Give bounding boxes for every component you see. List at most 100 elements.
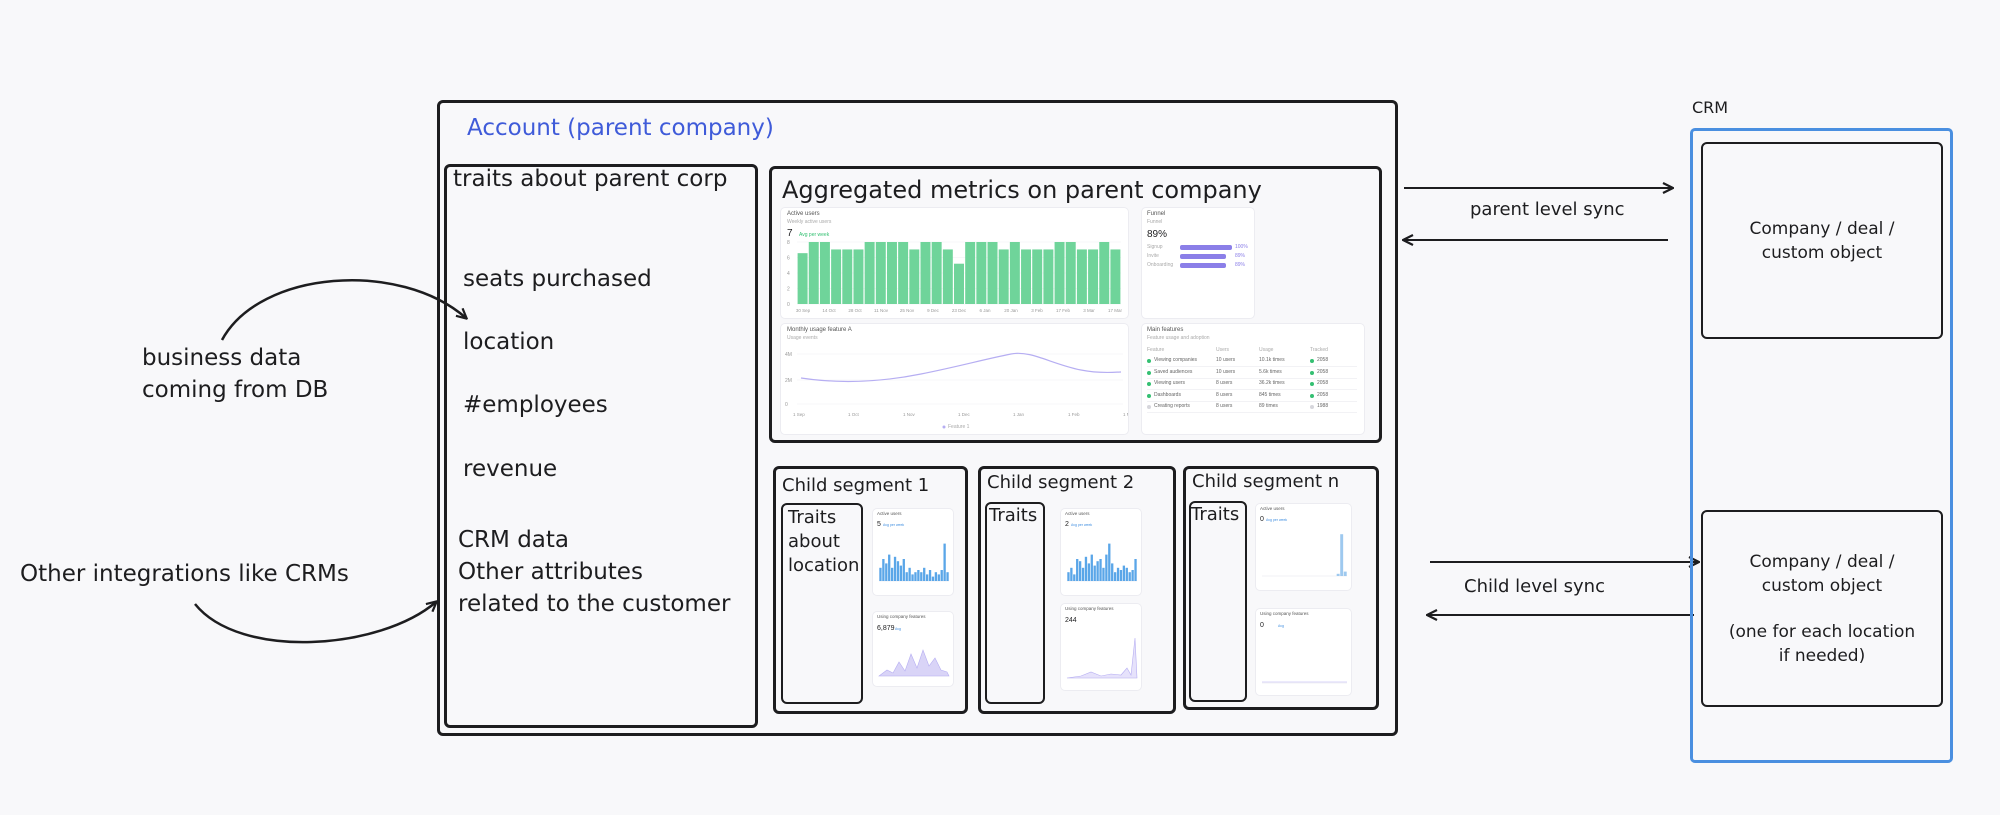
segment-bar [923,567,926,581]
segment-bar [940,570,943,581]
segment-bar [1116,567,1120,581]
crm-data-text: CRM data Other attributes related to the… [458,524,730,620]
feature-row-usage: 5.6k times [1259,368,1282,375]
segment-active-users-card: Active users 5 Avg per week [873,509,953,595]
monthly-usage-legend: Feature 1 [948,424,970,430]
segment-bar [1119,570,1123,581]
segment-card1-title: Active users [1065,511,1090,516]
segment-bar [879,567,882,581]
child-sync-label: Child level sync [1464,576,1605,597]
main-features-subtitle: Feature usage and adoption [1147,335,1210,341]
integrations-arrow [194,602,436,644]
parent-traits-title: traits about parent corp [453,166,728,192]
feature-row-tracked: 2058 [1317,357,1329,363]
active-users-bar [987,242,998,304]
feature-row-feature: Creating reports [1154,403,1190,409]
active-users-x-tick: 6 Jan [979,308,991,313]
segment-bar [1093,565,1096,581]
monthly-y-tick: 0 [785,402,788,408]
segment-bar [943,543,946,581]
trait-revenue: revenue [463,456,558,482]
segment-bar [1067,572,1070,581]
segment-bar [1090,554,1093,581]
feature-row-tracked: 2058 [1317,380,1329,386]
active-users-x-tick: 9 Dec [927,308,940,313]
trait-employees: #employees [463,392,608,418]
aggregated-metrics-title: Aggregated metrics on parent company [782,176,1262,204]
segment-bar [899,565,903,581]
parent-sync-label: parent level sync [1470,199,1625,220]
active-users-title: Active users [787,211,820,217]
crm-container [1690,128,1953,763]
segment-bar [1113,572,1117,581]
active-users-x-tick: 17 Mar [1108,308,1123,313]
segment-card2-badge: Avg [895,627,901,631]
feature-row-usage: 10.1k times [1259,357,1285,363]
crm-line-2: Other attributes [458,559,643,585]
active-users-bar [965,242,976,304]
segment-active-users-chart [1067,543,1137,582]
segment-bar [1076,559,1079,581]
active-users-bar [1032,249,1043,304]
segment-card1-badge: Avg per week [883,523,905,527]
active-users-bar [1088,249,1099,304]
segment-bar [1122,565,1126,581]
segment-card1-value: 5 [877,521,881,528]
active-users-subtitle: Weekly active users [787,219,832,225]
feature-row-tracked: 1988 [1317,403,1329,409]
trait-location: location [463,329,555,355]
active-users-badge: Avg per week [799,232,830,238]
segment-bar [1125,567,1128,581]
segment-active-users-card: Active users 2 Avg per week [1061,509,1141,595]
monthly-usage-line [800,352,1122,383]
segment-bar [1108,543,1111,581]
funnel-row-pct-0: 100% [1235,244,1248,250]
monthly-x-tick: 1 Feb [1068,412,1080,417]
segment-card2-value: 6,879 [877,625,895,632]
segment-bar [1131,570,1134,581]
account-box [437,100,1398,736]
funnel-row-label-0: Signup [1147,244,1163,250]
segment-bar [914,572,917,581]
crm-label: CRM [1692,98,1729,117]
segment-features-card: Using company features 0 Avg [1256,609,1351,695]
crm-line-3: related to the customer [458,591,731,617]
feature-row-dot [1147,370,1151,375]
segment-bar [882,559,885,581]
child-segment-1-box [773,466,968,714]
segment-bar [885,563,888,581]
crm-object-bottom-line-4: if needed) [1778,645,1866,666]
crm-object-bottom-line-3: (one for each location [1728,621,1916,642]
segment-bar [920,572,923,581]
main-features-card: Main features Feature usage and adoption… [1142,324,1364,434]
segment-bar [1096,561,1099,581]
trait-seats: seats purchased [463,266,652,292]
segment-bar [937,574,940,581]
feature-row-usage: 845 times [1259,391,1281,398]
segment-bar [1111,563,1114,581]
segment-card1-value: 0 [1260,516,1264,523]
active-users-x-tick: 20 Jan [1004,308,1018,313]
segment-bar [893,556,897,581]
funnel-row-label-2: Onboarding [1147,262,1174,268]
feature-row-dot [1147,393,1151,398]
funnel-bar-2 [1180,263,1226,268]
segment-bar [925,574,929,581]
active-users-bar [942,249,953,304]
active-users-bar [819,242,830,304]
active-users-x-tick: 3 Mar [1083,308,1095,313]
segment-features-card: Using company features 6,879 Avg [873,612,953,686]
active-users-bar [842,249,853,304]
active-users-bar [1110,249,1121,304]
active-users-x-tick: 14 Oct [822,308,836,313]
segment-bar [917,570,920,581]
monthly-usage-chart: 4M 2M 0 1 Sep 1 Oct 1 Nov 1 Dec 1 Jan 1 Feb 1 Ma… [785,352,1128,429]
aggregated-metrics-box [769,166,1382,443]
feature-row-divider [1147,400,1357,402]
child-segment-2-traits: Traits [989,505,1038,526]
feature-tracked-dot [1310,370,1314,375]
feature-row-dot [1147,382,1151,386]
segment-bar [1078,561,1082,581]
segment-bar [1134,559,1137,581]
segment-card2-title: Using company features [1065,606,1114,611]
